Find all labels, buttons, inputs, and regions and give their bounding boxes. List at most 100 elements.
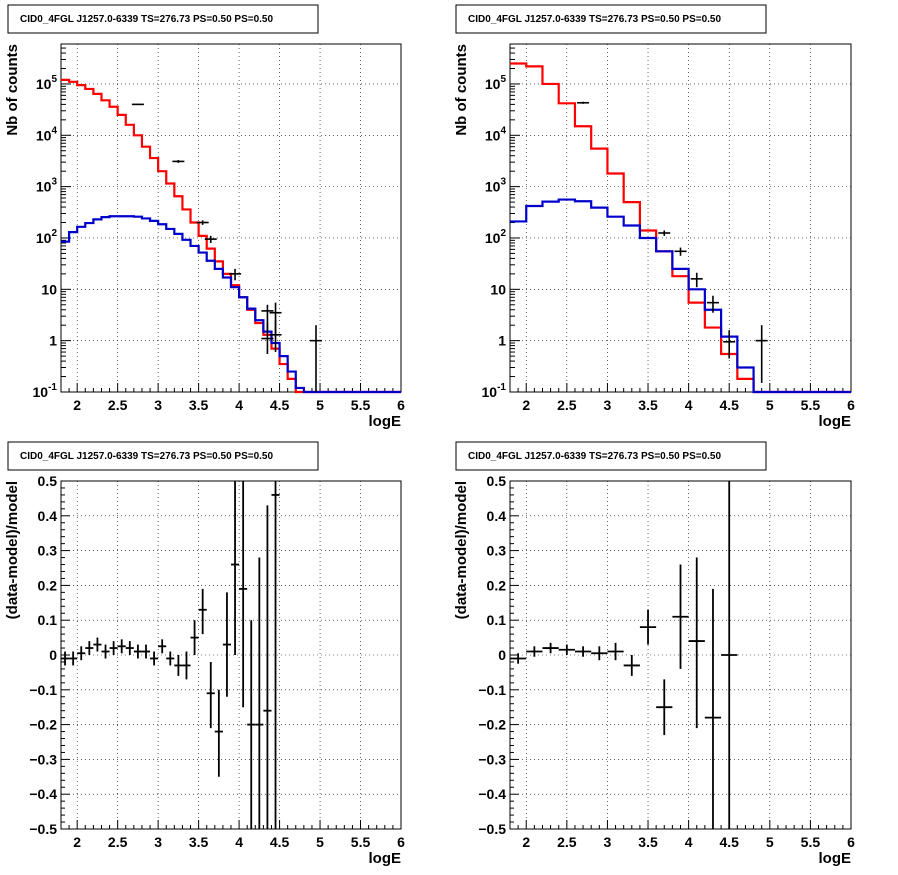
x-tick-label: 4 [685,834,693,850]
x-tick-label: 4 [235,397,243,413]
x-tick-label: 2 [522,834,530,850]
x-tick-label: 4.5 [270,397,290,413]
x-tick-label: 2 [522,397,530,413]
x-tick-label: 5.5 [351,397,371,413]
grid-lines [61,481,401,829]
x-tick-label: 5 [316,834,324,850]
x-tick-label: 5 [766,397,774,413]
y-tick-label: 0.5 [487,473,507,489]
x-tick-label: 5.5 [801,397,821,413]
y-tick-label: 0.4 [38,508,58,524]
x-tick-label: 3.5 [189,397,209,413]
y-tick-label: 0.3 [487,543,507,559]
chart-title: CID0_4FGL J1257.0-6339 TS=276.73 PS=0.50… [468,14,721,25]
x-tick-label: 5 [316,397,324,413]
x-axis-title: logE [369,413,402,430]
y-tick-label: 10-1 [482,382,507,400]
chart-panel-1: CID0_4FGL J1257.0-6339 TS=276.73 PS=0.50… [4,4,405,430]
title-box [455,441,767,471]
x-tick-label: 5 [766,834,774,850]
x-tick-label: 4.5 [719,397,739,413]
y-tick-label: 0.4 [487,508,507,524]
x-tick-label: 3 [154,834,162,850]
y-tick-label: 104 [36,125,58,143]
y-tick-label: 0 [498,647,506,663]
histogram-source-model [61,215,401,394]
axis-ticks [60,43,402,393]
axis-ticks [509,480,852,830]
x-tick-label: 6 [397,834,405,850]
x-axis-title: logE [819,413,852,430]
y-axis-title: Nb of counts [453,44,470,136]
x-tick-label: 2 [73,834,81,850]
y-tick-label: 10-1 [33,382,58,400]
grid-lines [510,44,851,392]
y-tick-label: −0.3 [478,751,506,767]
x-tick-label: 2 [73,397,81,413]
histogram-total-model [510,62,851,394]
y-tick-label: −0.1 [29,682,57,698]
x-tick-label: 6 [847,397,855,413]
x-tick-label: 4.5 [719,834,739,850]
y-tick-label: −0.4 [29,786,57,802]
y-tick-label: 103 [36,177,58,195]
y-tick-label: −0.5 [478,821,506,837]
axis-ticks [509,43,852,393]
y-tick-label: −0.5 [29,821,57,837]
x-tick-label: 3 [604,834,612,850]
plot-frame [60,43,402,393]
chart-title: CID0_4FGL J1257.0-6339 TS=276.73 PS=0.50… [468,451,721,462]
x-tick-label: 6 [847,834,855,850]
x-tick-label: 6 [397,397,405,413]
y-tick-label: 0 [49,647,57,663]
x-tick-label: 2.5 [108,397,128,413]
histogram-source-model [510,198,851,394]
y-tick-label: −0.1 [478,682,506,698]
chart-panel-3: CID0_4FGL J1257.0-6339 TS=276.73 PS=0.50… [4,441,405,867]
y-tick-label: 1 [498,333,506,349]
chart-title: CID0_4FGL J1257.0-6339 TS=276.73 PS=0.50… [20,14,273,25]
title-box [7,441,319,471]
y-axis-title: (data-model)/model [453,481,470,619]
x-tick-label: 5.5 [801,834,821,850]
x-tick-label: 3.5 [189,834,209,850]
y-tick-label: −0.2 [29,717,57,733]
y-tick-label: 102 [36,228,58,246]
x-tick-label: 3 [604,397,612,413]
x-tick-label: 4 [235,834,243,850]
x-tick-label: 4 [685,397,693,413]
x-tick-label: 5.5 [351,834,371,850]
y-tick-label: −0.2 [478,717,506,733]
y-tick-label: 10 [490,281,506,297]
chart-title: CID0_4FGL J1257.0-6339 TS=276.73 PS=0.50… [20,451,273,462]
y-tick-label: −0.3 [29,751,57,767]
y-tick-label: 0.2 [38,577,58,593]
y-tick-label: 10 [41,281,57,297]
title-box [7,4,319,34]
chart-panel-4: CID0_4FGL J1257.0-6339 TS=276.73 PS=0.50… [453,441,855,867]
y-tick-label: 0.2 [487,577,507,593]
x-tick-label: 2.5 [108,834,128,850]
grid-lines [61,44,401,392]
y-tick-label: 0.5 [38,473,58,489]
y-tick-label: 1 [49,333,57,349]
y-tick-label: 0.1 [487,612,507,628]
y-tick-label: −0.4 [478,786,506,802]
y-tick-label: 0.1 [38,612,58,628]
chart-panel-2: CID0_4FGL J1257.0-6339 TS=276.73 PS=0.50… [453,4,855,430]
y-tick-label: 103 [485,177,507,195]
x-tick-label: 4.5 [270,834,290,850]
x-tick-label: 2.5 [557,834,577,850]
x-tick-label: 3 [154,397,162,413]
histogram-total-model [61,78,401,394]
y-tick-label: 0.3 [38,543,58,559]
x-axis-title: logE [369,850,402,867]
x-tick-label: 2.5 [557,397,577,413]
x-tick-label: 3.5 [638,397,658,413]
x-tick-label: 3.5 [638,834,658,850]
axis-ticks [60,480,402,830]
x-axis-title: logE [819,850,852,867]
y-axis-title: (data-model)/model [4,481,21,619]
y-tick-label: 102 [485,228,507,246]
